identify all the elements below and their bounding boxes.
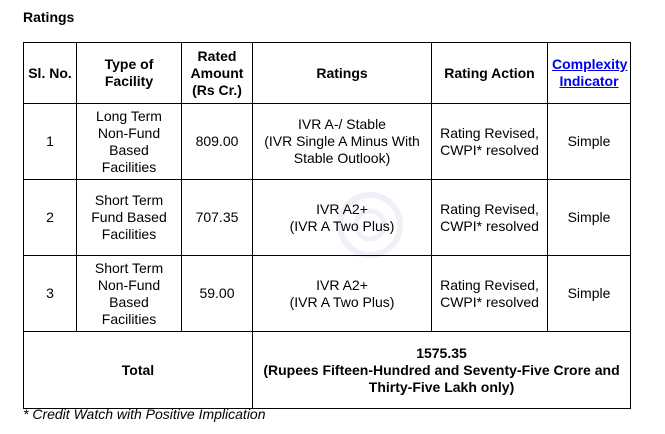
rating-description: (IVR A Two Plus) xyxy=(289,293,395,310)
header-facility-type: Type of Facility xyxy=(76,42,182,104)
cell-rating: IVR A2+ (IVR A Two Plus) xyxy=(252,179,432,256)
header-rating-action: Rating Action xyxy=(431,42,548,104)
header-ratings: Ratings xyxy=(252,42,432,104)
cell-complexity: Simple xyxy=(547,179,631,256)
header-sl-no: Sl. No. xyxy=(23,42,77,104)
rating-description: (IVR Single A Minus With Stable Outlook) xyxy=(264,133,420,166)
complexity-indicator-link[interactable]: Complexity Indicator xyxy=(552,56,628,89)
rating-code: IVR A-/ Stable xyxy=(298,116,386,132)
cell-rating-action: Rating Revised, CWPI* resolved xyxy=(431,179,548,256)
rating-code: IVR A2+ xyxy=(316,276,368,293)
table-header-row: Sl. No. Type of Facility Rated Amount (R… xyxy=(23,42,631,104)
cell-complexity: Simple xyxy=(547,103,631,180)
cell-sl-no: 2 xyxy=(23,179,77,256)
cell-rated-amount: 59.00 xyxy=(181,255,253,332)
cell-sl-no: 3 xyxy=(23,255,77,332)
footnote: * Credit Watch with Positive Implication xyxy=(23,406,266,422)
total-amount-words: (Rupees Fifteen-Hundred and Seventy-Five… xyxy=(263,361,620,395)
cell-rating-action: Rating Revised, CWPI* resolved xyxy=(431,103,548,180)
cell-rated-amount: 707.35 xyxy=(181,179,253,256)
cell-rating: IVR A2+ (IVR A Two Plus) xyxy=(252,255,432,332)
ratings-table: Sl. No. Type of Facility Rated Amount (R… xyxy=(23,42,631,409)
total-row: Total 1575.35 (Rupees Fifteen-Hundred an… xyxy=(23,331,631,409)
table-row: 1 Long Term Non-Fund Based Facilities 80… xyxy=(23,103,631,180)
cell-rated-amount: 809.00 xyxy=(181,103,253,180)
cell-complexity: Simple xyxy=(547,255,631,332)
header-complexity-indicator-link[interactable]: Complexity Indicator xyxy=(547,42,631,104)
cell-facility-type: Long Term Non-Fund Based Facilities xyxy=(76,103,182,180)
rating-code: IVR A2+ xyxy=(316,200,368,217)
total-value: 1575.35 (Rupees Fifteen-Hundred and Seve… xyxy=(252,331,631,409)
header-rated-amount: Rated Amount (Rs Cr.) xyxy=(181,42,253,104)
rating-description: (IVR A Two Plus) xyxy=(289,217,395,234)
cell-rating-action: Rating Revised, CWPI* resolved xyxy=(431,255,548,332)
total-label: Total xyxy=(23,331,253,409)
section-heading: Ratings xyxy=(23,9,75,25)
cell-rating: IVR A-/ Stable (IVR Single A Minus With … xyxy=(252,103,432,180)
cell-facility-type: Short Term Non-Fund Based Facilities xyxy=(76,255,182,332)
table-row: 2 Short Term Fund Based Facilities 707.3… xyxy=(23,179,631,256)
table-row: 3 Short Term Non-Fund Based Facilities 5… xyxy=(23,255,631,332)
cell-sl-no: 1 xyxy=(23,103,77,180)
total-amount: 1575.35 xyxy=(416,344,467,361)
cell-facility-type: Short Term Fund Based Facilities xyxy=(76,179,182,256)
